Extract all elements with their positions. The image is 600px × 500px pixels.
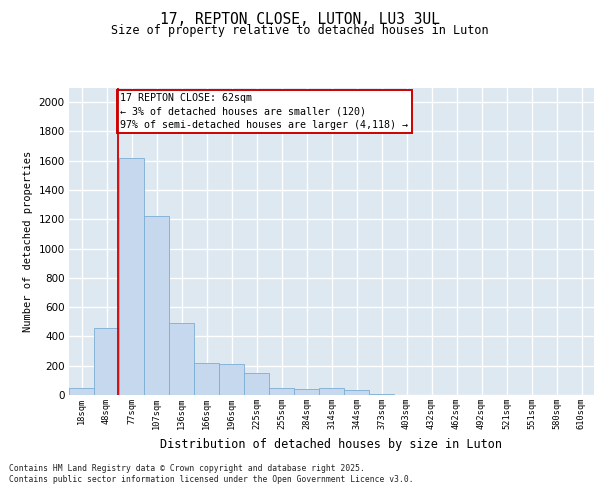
Text: Contains HM Land Registry data © Crown copyright and database right 2025.: Contains HM Land Registry data © Crown c… — [9, 464, 365, 473]
Bar — [269, 388, 294, 395]
Bar — [294, 389, 319, 395]
Bar — [194, 363, 219, 395]
Bar — [244, 373, 269, 395]
X-axis label: Distribution of detached houses by size in Luton: Distribution of detached houses by size … — [161, 438, 503, 450]
Y-axis label: Number of detached properties: Number of detached properties — [23, 150, 33, 332]
Text: Contains public sector information licensed under the Open Government Licence v3: Contains public sector information licen… — [9, 475, 413, 484]
Text: Size of property relative to detached houses in Luton: Size of property relative to detached ho… — [111, 24, 489, 37]
Bar — [369, 394, 394, 395]
Bar — [219, 364, 244, 395]
Text: 17 REPTON CLOSE: 62sqm
← 3% of detached houses are smaller (120)
97% of semi-det: 17 REPTON CLOSE: 62sqm ← 3% of detached … — [120, 94, 408, 130]
Text: 17, REPTON CLOSE, LUTON, LU3 3UL: 17, REPTON CLOSE, LUTON, LU3 3UL — [160, 12, 440, 28]
Bar — [169, 324, 194, 395]
Bar — [344, 390, 369, 395]
Bar — [94, 328, 119, 395]
Bar — [69, 388, 94, 395]
Bar — [144, 216, 169, 395]
Bar — [319, 388, 344, 395]
Bar — [119, 158, 144, 395]
